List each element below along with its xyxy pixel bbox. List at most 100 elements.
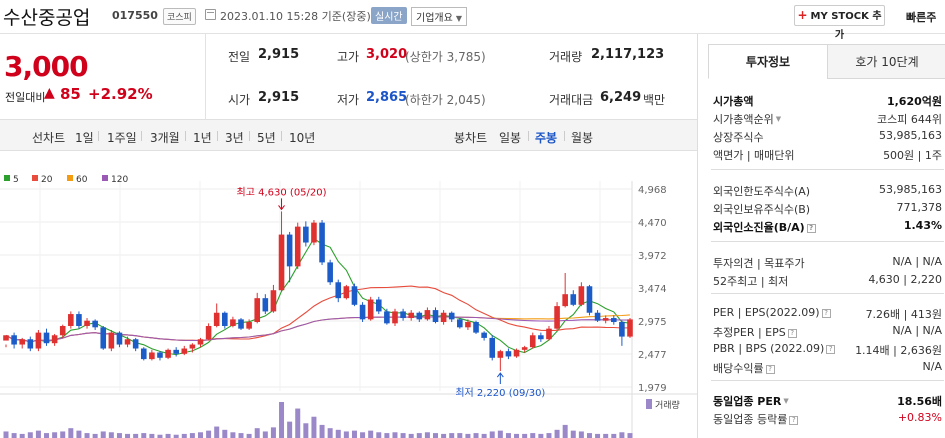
period-5y[interactable]: 5년 [257,131,276,145]
volume-bar [3,431,9,438]
help-icon[interactable]: ? [787,329,797,338]
candle-body [51,335,58,344]
volume-bar [570,430,576,438]
candle-body [335,282,342,299]
help-icon[interactable]: ? [806,224,816,233]
info-row: 외국인소진율(B/A)? 1.43% [711,217,944,235]
change-value: 85 [60,85,81,103]
info-key: 동일업종 PER ▼ [713,395,789,408]
candle-monthly[interactable]: 월봉 [571,131,594,145]
candle-body [343,286,350,299]
volume-bar [92,433,98,438]
volume-bar [586,433,592,438]
candle-body [254,298,261,323]
help-icon[interactable]: ? [821,309,831,318]
company-overview-label: 기업개요 [416,13,453,24]
low-arrow [496,372,504,385]
candle-body [489,337,496,358]
chevron-down-icon[interactable]: ▼ [783,397,789,405]
help-icon[interactable]: ? [826,345,836,354]
candle-body [157,352,163,358]
info-value: N/A | N/A [892,255,942,268]
volume-bar [165,433,171,438]
info-row: 동일업종 등락률? +0.83% [711,409,944,427]
candle-body [35,332,42,349]
volume-bar [392,432,398,438]
volume-bar [157,434,163,438]
low-annotation: 최저 2,220 (09/30) [455,387,545,399]
candle-body [562,294,568,307]
candle-daily[interactable]: 일봉 [499,131,522,145]
candle-body [586,286,593,313]
stock-chart[interactable]: 4,968 4,470 3,972 3,474 2,975 2,477 1,979 5 20 60… [0,151,697,438]
volume-bar [84,433,90,438]
volume-bar [76,430,82,438]
candle-body [116,332,123,345]
help-icon[interactable]: ? [789,416,799,425]
candle-body [384,311,390,324]
market-badge: 코스피 [163,8,196,25]
info-row: 시가총액순위 ▼ 코스피 644위 [711,109,944,127]
volume-bar [311,416,317,438]
high-arrow [278,198,285,211]
company-name: 수산중공업 [3,7,91,29]
candle-body [286,234,293,267]
info-key: 외국인소진율(B/A)? [713,219,816,235]
chevron-down-icon[interactable]: ▼ [775,115,782,123]
mystock-add-button[interactable]: + MY STOCK 추가 [794,5,885,41]
candle-body [594,312,601,321]
volume-bar [189,433,195,438]
candle-weekly[interactable]: 주봉 [535,131,558,145]
period-3y[interactable]: 3년 [225,131,244,145]
info-value: 1,620억원 [886,95,942,108]
candle-body [262,298,269,312]
legend-label: 120 [111,175,128,185]
period-10y[interactable]: 10년 [289,131,316,145]
volume-bar [465,433,471,438]
volume-bar [457,433,463,438]
candle-body [246,322,252,329]
volume-bar [473,433,479,438]
info-value: N/A [922,360,942,373]
candle-body [432,310,439,323]
volume-bar [384,433,390,438]
period-1y[interactable]: 1년 [193,131,212,145]
info-key: 액면가 | 매매단위 [713,149,795,162]
candle-body [189,344,196,349]
period-3m[interactable]: 3개월 [150,131,180,145]
info-value: +0.83% [897,411,942,424]
volume-legend-swatch [646,399,652,409]
quick-order-link[interactable]: 빠른주 [906,11,937,24]
candle-body [311,222,317,243]
help-icon[interactable]: ? [765,365,775,374]
info-row: 상장주식수 53,985,163 [711,127,944,145]
company-overview-dropdown[interactable]: 기업개요 ▼ [411,7,467,26]
chevron-down-icon: ▼ [455,14,462,23]
candle-body [92,320,98,328]
candle-body [124,339,131,345]
info-row: 동일업종 PER ▼ 18.56배 [711,391,944,409]
candle-body [181,348,188,354]
candle-body [149,352,155,360]
volume-bar [595,433,601,438]
volume-value: 2,117,123 [591,47,665,62]
stock-code: 017550 [112,9,158,22]
candle-body [213,312,220,326]
volume-bar [108,432,114,438]
info-value: 1.14배 | 2,636원 [855,344,942,357]
tab-order-book[interactable]: 호가 10단계 [827,44,945,79]
volume-bar [197,432,203,438]
volume-bar [611,433,617,438]
period-1d[interactable]: 1일 [75,131,94,145]
tab-investment-info[interactable]: 투자정보 [708,44,828,79]
candle-body [610,318,617,323]
candle-body [303,226,309,243]
volume-bar [319,424,325,438]
info-row: 외국인보유주식수(B) 771,378 [711,199,944,217]
info-key: 외국인한도주식수(A) [713,185,811,198]
low-value: 2,865 [366,90,408,105]
legend-label: 60 [76,175,88,185]
period-1w[interactable]: 1주일 [107,131,137,145]
candle-body [76,314,82,326]
info-value: 771,378 [896,201,943,214]
